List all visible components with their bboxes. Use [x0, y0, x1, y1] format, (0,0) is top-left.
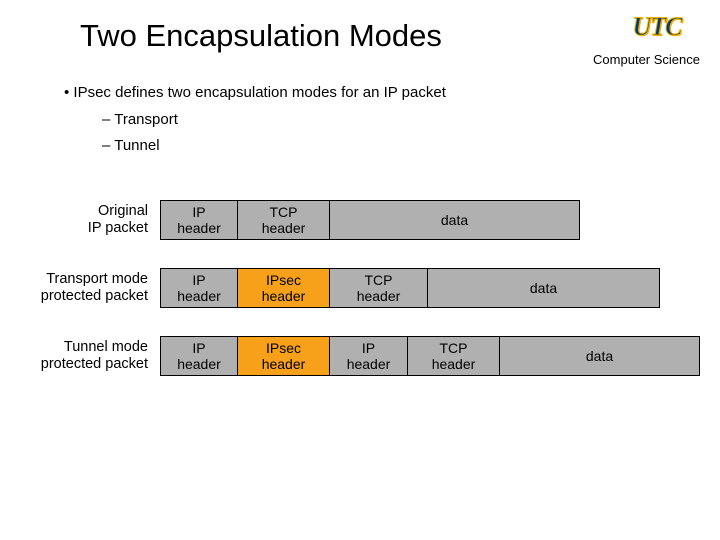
packet-segment: TCPheader [408, 336, 500, 376]
packet-row: OriginalIP packetIPheaderTCPheaderdata [0, 200, 720, 240]
packet-row-label: Tunnel modeprotected packet [0, 336, 160, 376]
packet-segment: data [428, 268, 660, 308]
logo-text: UTC [633, 12, 682, 42]
slide-title: Two Encapsulation Modes [80, 18, 442, 54]
packet-segments: IPheaderIPsecheaderTCPheaderdata [160, 268, 660, 308]
packet-segment: TCPheader [330, 268, 428, 308]
packet-diagram: OriginalIP packetIPheaderTCPheaderdataTr… [0, 200, 720, 404]
packet-row: Transport modeprotected packetIPheaderIP… [0, 268, 720, 308]
packet-row-label: Transport modeprotected packet [0, 268, 160, 308]
bullet-sub-transport: – Transport [102, 109, 446, 132]
utc-logo: UTC [612, 8, 702, 46]
packet-segment: TCPheader [238, 200, 330, 240]
department-label: Computer Science [593, 52, 700, 67]
packet-segment: IPheader [330, 336, 408, 376]
packet-row-label: OriginalIP packet [0, 200, 160, 240]
packet-segment: IPsecheader [238, 268, 330, 308]
packet-segment: data [500, 336, 700, 376]
bullet-list: • IPsec defines two encapsulation modes … [64, 82, 446, 158]
packet-row: Tunnel modeprotected packetIPheaderIPsec… [0, 336, 720, 376]
packet-segments: IPheaderIPsecheaderIPheaderTCPheaderdata [160, 336, 700, 376]
packet-segment: IPsecheader [238, 336, 330, 376]
bullet-sub-tunnel: – Tunnel [102, 135, 446, 158]
packet-segment: IPheader [160, 336, 238, 376]
packet-segment: IPheader [160, 200, 238, 240]
bullet-main: • IPsec defines two encapsulation modes … [64, 82, 446, 105]
packet-segments: IPheaderTCPheaderdata [160, 200, 580, 240]
packet-segment: IPheader [160, 268, 238, 308]
packet-segment: data [330, 200, 580, 240]
